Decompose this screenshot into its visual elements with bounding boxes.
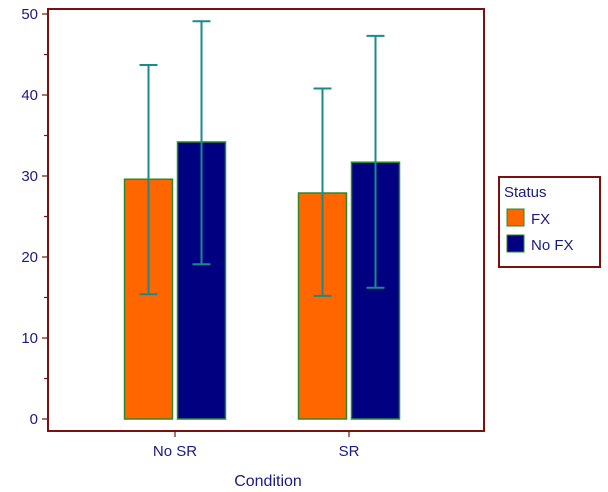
legend-label-fx: FX xyxy=(531,211,550,228)
y-tick-label: 20 xyxy=(21,249,38,266)
error-bar-fx-no-sr xyxy=(139,64,158,296)
x-axis-title: Condition xyxy=(234,473,302,490)
y-tick-label: 30 xyxy=(21,168,38,185)
legend-swatch-fx xyxy=(506,208,525,227)
x-tick-label: No SR xyxy=(153,443,197,460)
legend: Status FX No FX xyxy=(498,176,601,268)
legend-label-no-fx: No FX xyxy=(531,237,574,254)
error-bar-fx-sr xyxy=(313,87,332,297)
error-bar-no-fx-no-sr xyxy=(192,20,211,266)
y-tick-label: 0 xyxy=(30,411,38,428)
y-tick-label: 10 xyxy=(21,330,38,347)
x-tick-label: SR xyxy=(339,443,360,460)
legend-frame xyxy=(498,176,601,268)
plot-frame xyxy=(47,8,485,432)
error-bar-no-fx-sr xyxy=(366,34,385,289)
legend-swatch-no-fx xyxy=(506,234,525,253)
y-tick-label: 40 xyxy=(21,87,38,104)
y-tick-label: 50 xyxy=(21,6,38,23)
legend-title: Status xyxy=(504,184,547,201)
bar-no-fx-sr xyxy=(350,161,401,420)
